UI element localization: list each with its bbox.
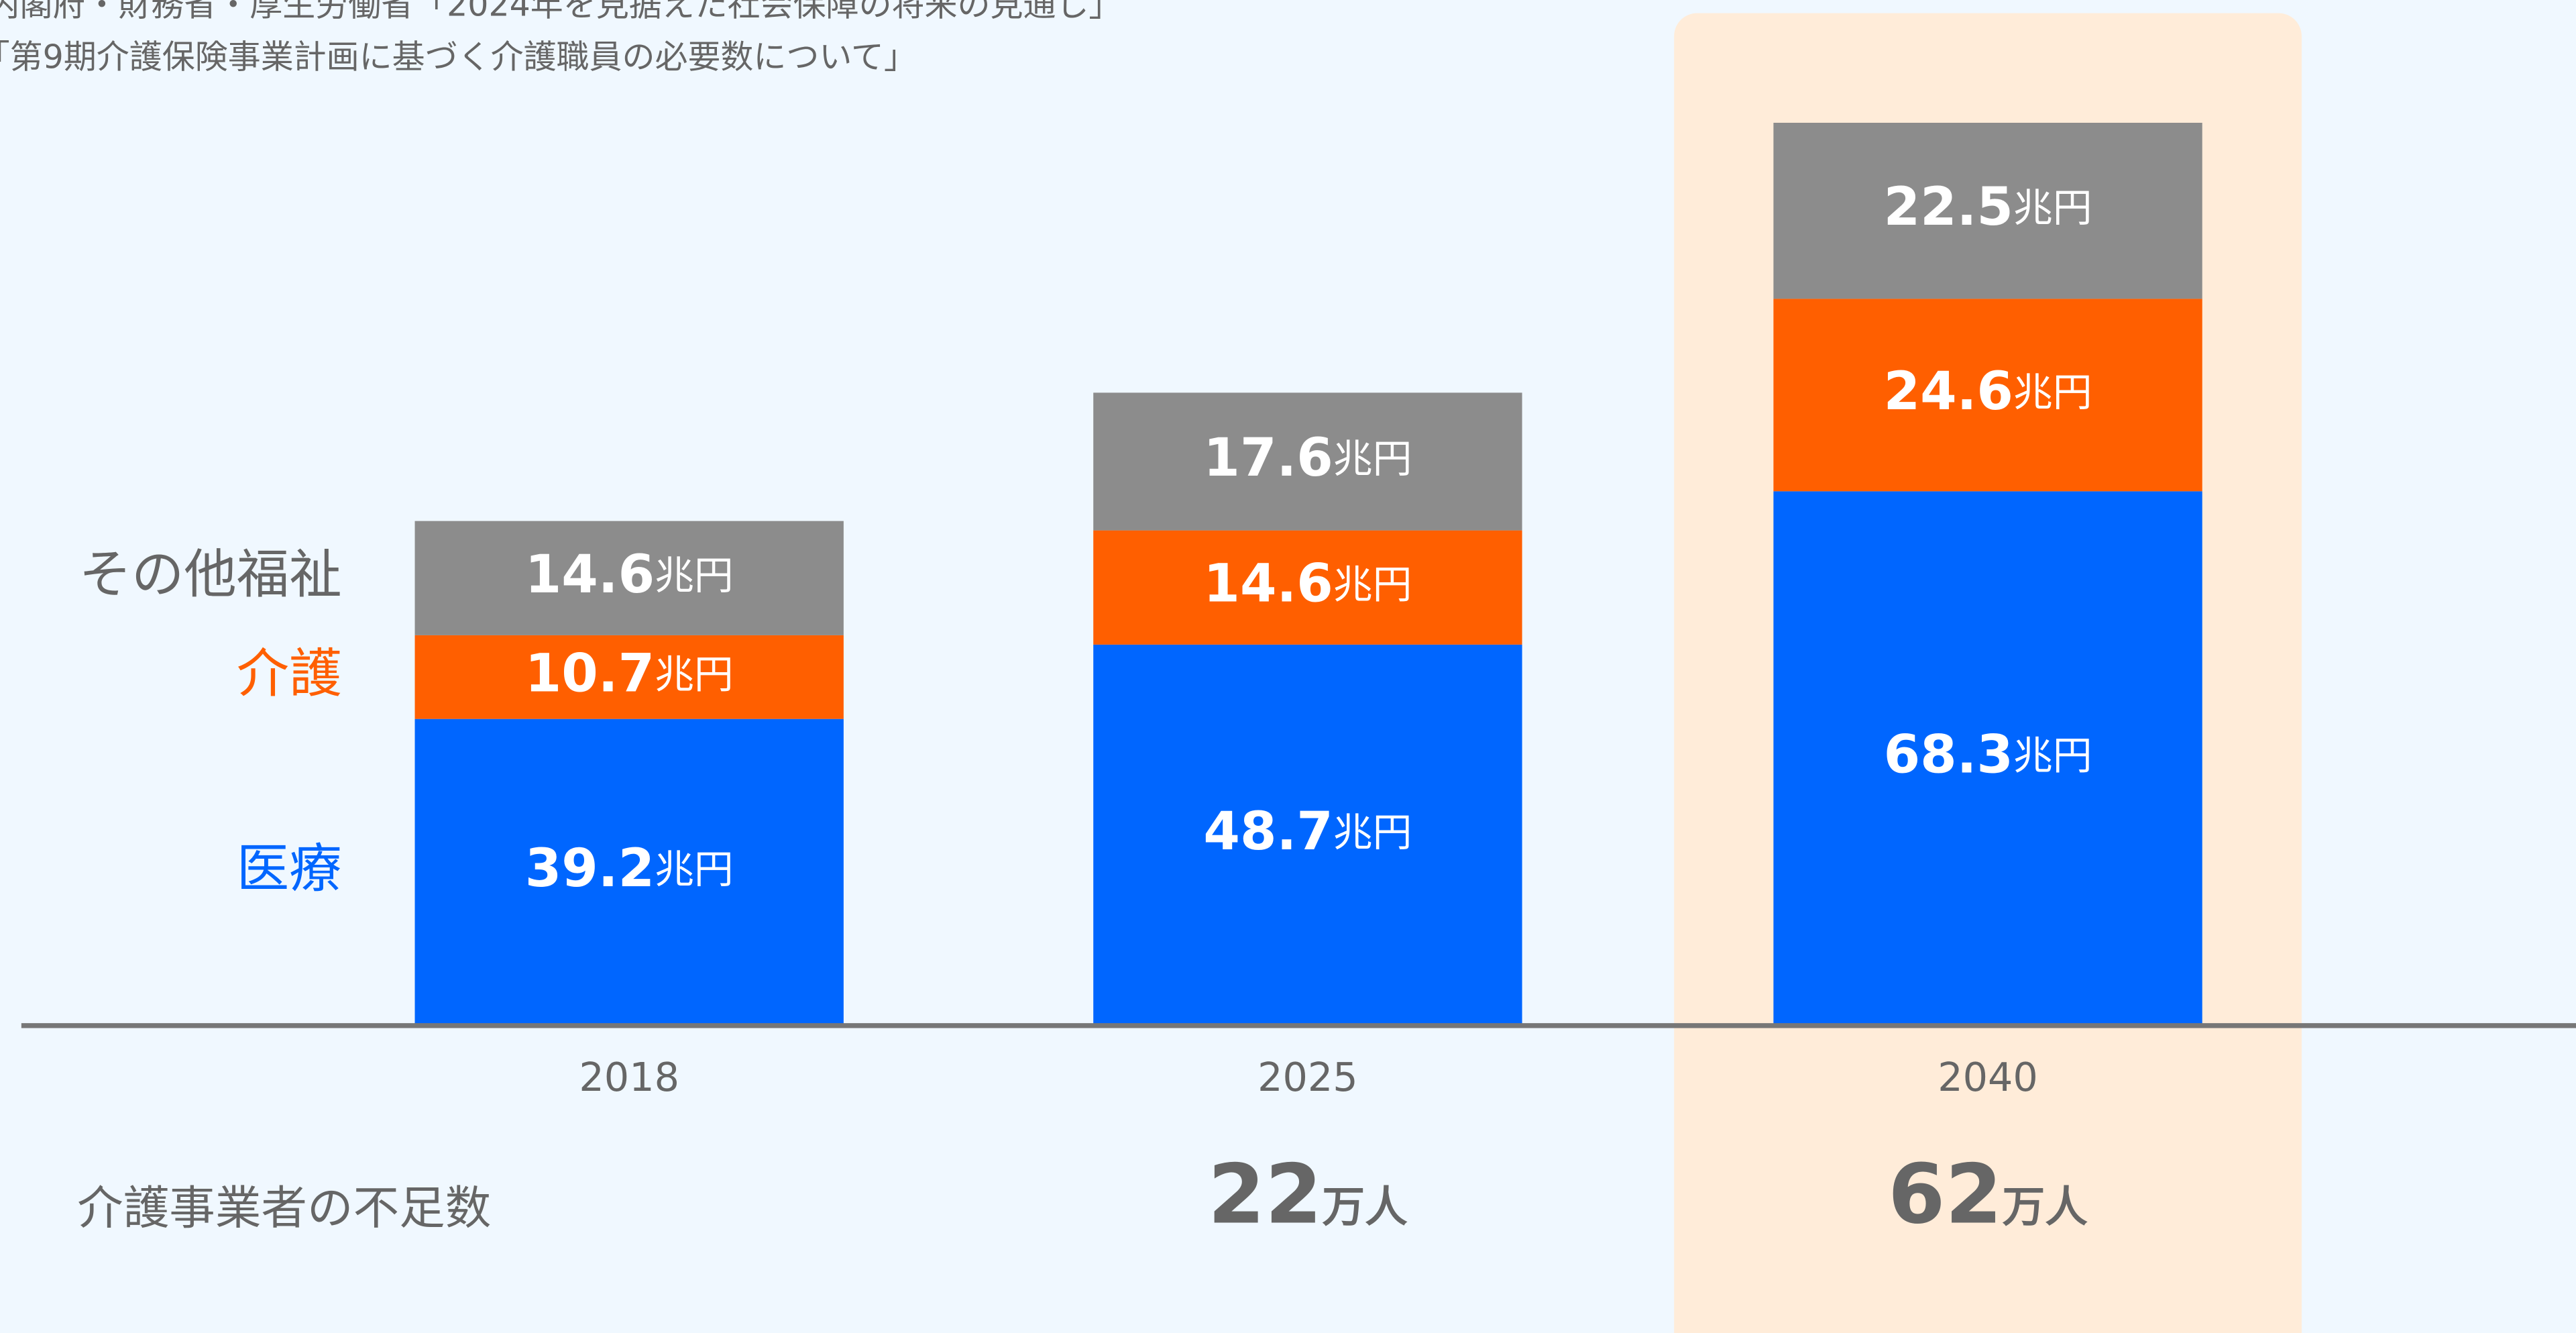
data-unit: 兆円 xyxy=(655,651,734,697)
data-value: 48.7 xyxy=(1203,801,1333,862)
x-tick-label: 2018 xyxy=(579,1054,679,1100)
bar-segment xyxy=(1773,299,2202,492)
shortage-unit: 万人 xyxy=(1322,1183,1408,1232)
bar-segment xyxy=(414,521,844,635)
data-value: 17.6 xyxy=(1203,427,1333,488)
data-unit: 兆円 xyxy=(2013,369,2092,415)
legend-label: 医療 xyxy=(237,839,342,900)
x-tick-label: 2040 xyxy=(1938,1054,2038,1100)
source-line: 内閣府・財務省・厚生労働省「2024年を見据えた社会保障の将来の見通し」 xyxy=(0,0,1121,23)
bar-segment xyxy=(1093,392,1522,531)
data-label: 10.7兆円 xyxy=(525,643,734,704)
data-value: 14.6 xyxy=(525,544,655,605)
data-label: 22.5兆円 xyxy=(1884,177,2092,238)
data-unit: 兆円 xyxy=(1333,562,1412,608)
data-label: 68.3兆円 xyxy=(1884,725,2092,786)
source-line: 「第9期介護保険事業計画に基づく介護職員の必要数について」 xyxy=(0,38,917,76)
shortage-unit: 万人 xyxy=(2003,1183,2088,1232)
data-value: 24.6 xyxy=(1884,361,2013,422)
data-unit: 兆円 xyxy=(655,552,734,598)
bar-segment xyxy=(1093,530,1522,645)
data-value: 10.7 xyxy=(525,643,655,704)
data-label: 14.6兆円 xyxy=(525,544,734,605)
data-label: 39.2兆円 xyxy=(525,839,734,900)
shortage-number: 22 xyxy=(1208,1146,1322,1242)
bar-segment xyxy=(1773,123,2202,299)
legend-label: 介護 xyxy=(237,643,342,704)
data-unit: 兆円 xyxy=(1333,809,1412,855)
data-unit: 兆円 xyxy=(2013,184,2092,231)
data-unit: 兆円 xyxy=(655,846,734,892)
bar-segment xyxy=(1773,491,2202,1026)
bar-segment xyxy=(414,718,844,1026)
shortage-label: 介護事業者の不足数 xyxy=(77,1182,491,1236)
data-label: 24.6兆円 xyxy=(1884,361,2092,422)
data-label: 17.6兆円 xyxy=(1203,427,1412,488)
data-unit: 兆円 xyxy=(1333,435,1412,482)
data-unit: 兆円 xyxy=(2013,733,2092,779)
shortage-value: 22万人 xyxy=(1208,1146,1408,1242)
data-label: 48.7兆円 xyxy=(1203,801,1412,862)
data-value: 22.5 xyxy=(1884,177,2013,238)
shortage-value: 62万人 xyxy=(1888,1146,2088,1242)
data-label: 14.6兆円 xyxy=(1203,553,1412,615)
data-value: 68.3 xyxy=(1884,725,2013,786)
legend-label: その他福祉 xyxy=(79,544,342,605)
x-tick-label: 2025 xyxy=(1257,1054,1358,1100)
bars: 39.2兆円10.7兆円14.6兆円48.7兆円14.6兆円17.6兆円68.3… xyxy=(414,123,2202,1026)
bar-segment xyxy=(414,635,844,719)
data-value: 39.2 xyxy=(525,839,655,900)
bar-segment xyxy=(1093,644,1522,1026)
shortage-number: 62 xyxy=(1888,1146,2002,1242)
data-value: 14.6 xyxy=(1203,553,1333,615)
